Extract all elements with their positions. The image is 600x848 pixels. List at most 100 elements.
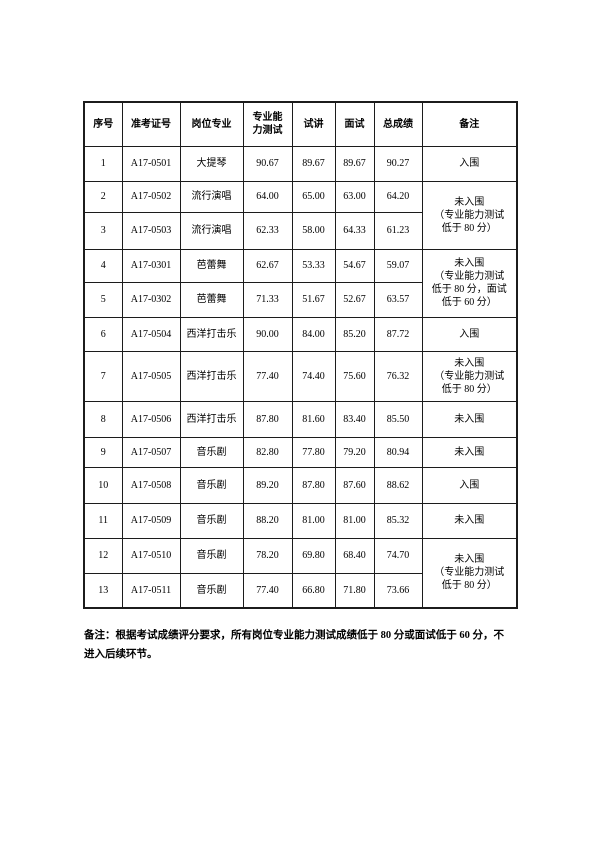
- cell-lecture-score: 77.80: [291, 436, 336, 468]
- cell-seq: 6: [83, 316, 123, 352]
- cell-seq: 5: [83, 281, 123, 318]
- col-header-seq: 序号: [83, 101, 123, 147]
- cell-seq: 8: [83, 400, 123, 438]
- cell-major: 流行演唱: [179, 211, 244, 250]
- cell-seq: 12: [83, 537, 123, 574]
- table-row: 5 A17-0302 芭蕾舞 71.33 51.67 52.67 63.57: [83, 281, 517, 318]
- table-row: 12 A17-0510 音乐剧 78.20 69.80 68.40 74.70 …: [83, 537, 518, 609]
- table-row: 2 A17-0502 流行演唱 64.00 65.00 63.00 64.20 …: [83, 180, 518, 250]
- table-row: 10 A17-0508 音乐剧 89.20 87.80 87.60 88.62 …: [83, 466, 518, 504]
- cell-interview-score: 54.67: [334, 248, 375, 283]
- cell-lecture-score: 81.00: [291, 502, 336, 539]
- cell-total-score: 90.27: [373, 145, 423, 182]
- cell-interview-score: 68.40: [334, 537, 375, 574]
- cell-test-score: 87.80: [242, 400, 293, 438]
- cell-exam-id: A17-0508: [121, 466, 181, 504]
- cell-total-score: 85.32: [373, 502, 423, 539]
- cell-seq: 2: [83, 180, 123, 213]
- cell-exam-id: A17-0510: [121, 537, 181, 574]
- cell-remark: 未入围: [421, 400, 518, 438]
- cell-total-score: 63.57: [373, 281, 423, 318]
- col-header-total: 总成绩: [373, 101, 423, 147]
- cell-test-score: 62.33: [242, 211, 293, 250]
- cell-remark: 入围: [421, 466, 518, 504]
- cell-lecture-score: 84.00: [291, 316, 336, 352]
- cell-major: 音乐剧: [179, 436, 244, 468]
- cell-seq: 1: [83, 145, 123, 182]
- cell-major: 芭蕾舞: [179, 248, 244, 283]
- cell-exam-id: A17-0509: [121, 502, 181, 539]
- cell-interview-score: 75.60: [334, 350, 375, 402]
- cell-remark-merged: 未入围 （专业能力测试 低于 80 分，面试 低于 60 分）: [421, 248, 518, 318]
- cell-remark-merged: 未入围 （专业能力测试 低于 80 分）: [421, 537, 518, 609]
- table-row: 7 A17-0505 西洋打击乐 77.40 74.40 75.60 76.32…: [83, 350, 518, 402]
- cell-seq: 3: [83, 211, 123, 250]
- cell-exam-id: A17-0504: [121, 316, 181, 352]
- cell-seq: 13: [83, 572, 123, 609]
- cell-lecture-score: 58.00: [291, 211, 336, 250]
- cell-lecture-score: 53.33: [291, 248, 336, 283]
- footnote: 备注：根据考试成绩评分要求，所有岗位专业能力测试成绩低于 80 分或面试低于 6…: [84, 630, 504, 660]
- table-row: 6 A17-0504 西洋打击乐 90.00 84.00 85.20 87.72…: [83, 316, 518, 352]
- cell-seq: 4: [83, 248, 123, 283]
- cell-test-score: 82.80: [242, 436, 293, 468]
- cell-total-score: 73.66: [373, 572, 423, 609]
- cell-total-score: 87.72: [373, 316, 423, 352]
- cell-exam-id: A17-0503: [121, 211, 181, 250]
- col-header-ability-test-label: 专业能力测试: [252, 112, 283, 137]
- table-row: 9 A17-0507 音乐剧 82.80 77.80 79.20 80.94 未…: [83, 436, 518, 468]
- cell-test-score: 77.40: [242, 350, 293, 402]
- cell-lecture-score: 65.00: [291, 180, 336, 213]
- cell-lecture-score: 69.80: [291, 537, 336, 574]
- cell-seq: 7: [83, 350, 123, 402]
- cell-major: 西洋打击乐: [179, 316, 244, 352]
- table-row: 11 A17-0509 音乐剧 88.20 81.00 81.00 85.32 …: [83, 502, 518, 539]
- cell-interview-score: 71.80: [334, 572, 375, 609]
- cell-test-score: 64.00: [242, 180, 293, 213]
- cell-lecture-score: 89.67: [291, 145, 336, 182]
- table-row: 13 A17-0511 音乐剧 77.40 66.80 71.80 73.66: [83, 572, 517, 609]
- cell-test-score: 90.00: [242, 316, 293, 352]
- cell-test-score: 62.67: [242, 248, 293, 283]
- table-row: 8 A17-0506 西洋打击乐 87.80 81.60 83.40 85.50…: [83, 400, 518, 438]
- col-header-ability-test: 专业能力测试: [242, 101, 293, 147]
- cell-total-score: 61.23: [373, 211, 423, 250]
- cell-lecture-score: 51.67: [291, 281, 336, 318]
- cell-exam-id: A17-0301: [121, 248, 181, 283]
- cell-test-score: 89.20: [242, 466, 293, 504]
- cell-major: 大提琴: [179, 145, 244, 182]
- cell-interview-score: 83.40: [334, 400, 375, 438]
- cell-remark-merged: 未入围 （专业能力测试 低于 80 分）: [421, 180, 518, 250]
- col-header-lecture: 试讲: [291, 101, 336, 147]
- cell-interview-score: 87.60: [334, 466, 375, 504]
- cell-lecture-score: 74.40: [291, 350, 336, 402]
- cell-interview-score: 89.67: [334, 145, 375, 182]
- table-row: 4 A17-0301 芭蕾舞 62.67 53.33 54.67 59.07 未…: [83, 248, 518, 318]
- cell-interview-score: 81.00: [334, 502, 375, 539]
- col-header-interview: 面试: [334, 101, 375, 147]
- cell-exam-id: A17-0502: [121, 180, 181, 213]
- cell-interview-score: 64.33: [334, 211, 375, 250]
- cell-lecture-score: 81.60: [291, 400, 336, 438]
- cell-remark: 未入围: [421, 502, 518, 539]
- cell-test-score: 77.40: [242, 572, 293, 609]
- cell-total-score: 74.70: [373, 537, 423, 574]
- results-table: 序号 准考证号 岗位专业 专业能力测试 试讲 面试 总成绩 备注 1 A17-0…: [83, 101, 518, 609]
- cell-seq: 10: [83, 466, 123, 504]
- cell-major: 音乐剧: [179, 537, 244, 574]
- cell-total-score: 76.32: [373, 350, 423, 402]
- cell-major: 流行演唱: [179, 180, 244, 213]
- cell-total-score: 88.62: [373, 466, 423, 504]
- cell-exam-id: A17-0506: [121, 400, 181, 438]
- cell-interview-score: 85.20: [334, 316, 375, 352]
- cell-major: 音乐剧: [179, 466, 244, 504]
- table-row: 1 A17-0501 大提琴 90.67 89.67 89.67 90.27 入…: [83, 145, 518, 182]
- cell-exam-id: A17-0511: [121, 572, 181, 609]
- cell-remark: 入围: [421, 316, 518, 352]
- cell-remark: 未入围 （专业能力测试 低于 80 分）: [421, 350, 518, 402]
- cell-major: 音乐剧: [179, 502, 244, 539]
- col-header-major: 岗位专业: [179, 101, 244, 147]
- cell-lecture-score: 87.80: [291, 466, 336, 504]
- cell-exam-id: A17-0501: [121, 145, 181, 182]
